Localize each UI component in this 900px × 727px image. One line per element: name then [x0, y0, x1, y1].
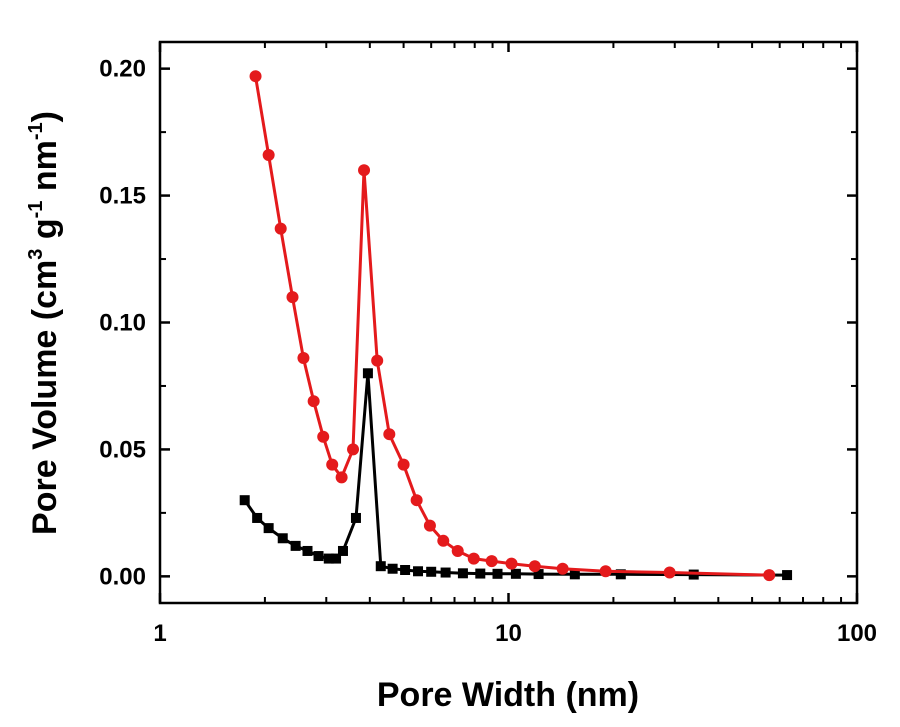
data-point [347, 443, 360, 456]
data-point [290, 540, 301, 551]
data-point [426, 566, 437, 577]
data-point [252, 512, 263, 523]
data-point [350, 512, 361, 523]
data-point [615, 569, 626, 580]
data-point [510, 568, 521, 579]
data-point [313, 551, 324, 562]
data-point [326, 458, 339, 471]
data-point [375, 561, 386, 572]
y-axis-title-sup1: 3 [25, 249, 47, 260]
data-point [492, 568, 503, 579]
data-point [397, 458, 410, 471]
data-point [410, 494, 423, 507]
y-tick-label: 0.15 [99, 183, 146, 210]
y-tick-label: 0.00 [99, 563, 146, 590]
x-tick-label: 10 [495, 620, 522, 647]
y-tick-label: 0.10 [99, 310, 146, 337]
data-point [323, 553, 334, 564]
data-point [286, 291, 299, 304]
series-line-red-circles [254, 76, 770, 577]
y-tick-label: 0.05 [99, 436, 146, 463]
y-axis-title-mid2: nm [26, 140, 64, 200]
data-point [274, 222, 287, 235]
data-point [413, 566, 424, 577]
data-point [440, 567, 451, 578]
y-axis-title-main: Pore Volume (cm [26, 260, 64, 535]
y-axis-title-mid: g [26, 218, 64, 248]
data-point [556, 562, 569, 575]
data-point [475, 568, 486, 579]
data-point [763, 569, 776, 582]
data-point [387, 563, 398, 574]
data-point [331, 553, 342, 564]
series-line-black-squares [243, 371, 788, 577]
x-tick-label: 1 [153, 620, 166, 647]
data-point [277, 533, 288, 544]
data-point [782, 570, 793, 581]
data-point [262, 148, 275, 161]
data-point [362, 368, 373, 379]
data-point [335, 471, 348, 484]
data-point [437, 534, 450, 547]
data-point [249, 70, 262, 83]
data-point [297, 352, 310, 365]
data-point [505, 557, 518, 570]
data-point [307, 395, 320, 408]
x-tick-label: 100 [837, 620, 877, 647]
data-point [302, 545, 313, 556]
y-axis-title-sup2: -1 [25, 201, 47, 219]
data-point [317, 430, 330, 443]
data-point [533, 569, 544, 580]
data-point [599, 565, 612, 578]
data-point [423, 519, 436, 532]
series-black-squares [239, 368, 793, 581]
data-point [400, 565, 411, 575]
data-point [383, 428, 396, 441]
data-point [337, 545, 348, 556]
y-axis-title: Pore Volume (cm3 g-1 nm-1) [25, 111, 64, 535]
x-axis-title: Pore Width (nm) [377, 676, 639, 714]
data-point [451, 544, 464, 557]
data-point [457, 568, 468, 579]
series-red-circles [249, 70, 776, 582]
data-point [467, 552, 480, 565]
y-axis-title-sup3: -1 [25, 122, 47, 140]
data-point [485, 555, 498, 568]
y-axis-title-end: ) [26, 111, 64, 122]
tick-labels: 0.00 0.05 0.10 0.15 0.20 1 10 100 [99, 56, 877, 647]
data-point [569, 569, 580, 580]
data-point [663, 566, 676, 579]
y-tick-label: 0.20 [99, 56, 146, 83]
axes-layer [158, 40, 859, 605]
series-layer [239, 70, 793, 582]
data-point [371, 354, 384, 367]
data-point [263, 523, 274, 534]
data-point [528, 560, 541, 573]
data-point [358, 164, 371, 177]
data-point [239, 495, 250, 506]
